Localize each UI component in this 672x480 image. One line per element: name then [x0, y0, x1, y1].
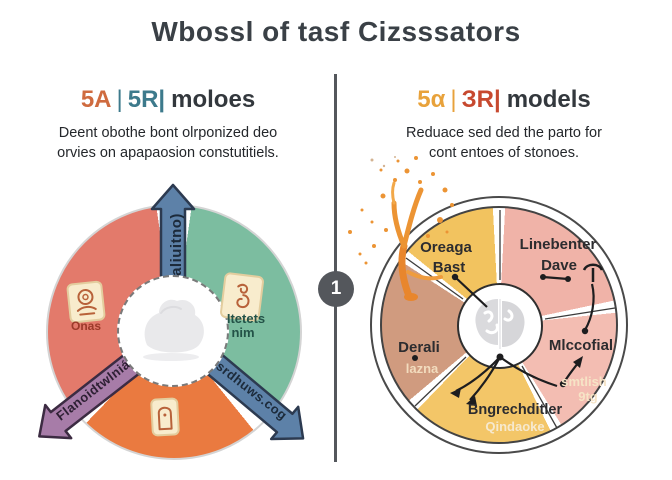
pie-label-linebenter: Linebenter — [519, 236, 597, 253]
left-subtitle-line-1: Deent obothe bont olrponized deo — [58, 125, 278, 141]
teal-section-label-line1: Itetets — [226, 311, 266, 326]
pie-label-mlccofial: Mlccofial — [548, 337, 614, 354]
center-blob-icon — [143, 299, 204, 361]
step-badge-number: 1 — [330, 278, 342, 299]
right-panel-subtitle: Reduace sed ded the parto for cont entoe… — [346, 123, 662, 163]
pie-label-derali: Derali — [398, 339, 440, 356]
right-heading-separator: | — [450, 86, 457, 113]
arch-card-icon — [150, 397, 180, 437]
step-badge: 1 — [318, 271, 354, 307]
person-card-icon — [66, 280, 106, 324]
pie-label-bast: Bast — [432, 259, 466, 276]
page-title: Wbossl of tasf Cizsssators — [151, 16, 521, 47]
pie-faint-note-line2: 9tg — [578, 389, 598, 404]
pie-label-dave: Dave — [541, 257, 577, 274]
left-subtitle-line-2: orvies on apapaosion constutitiels. — [57, 145, 279, 161]
pie-label-bngrechditler: Bngrechditler — [467, 402, 563, 418]
right-subtitle-line-1: Reduace sed ded the parto for — [406, 125, 602, 141]
right-pie-hub — [457, 283, 543, 369]
teal-section-label-line2: nim — [231, 325, 255, 340]
pie-faint-note-line1: smtlish — [561, 374, 607, 389]
left-wheel-hub — [117, 275, 229, 387]
left-panel-heading: 5A | 5R| moloes — [0, 86, 336, 114]
spiral-card-icon — [219, 271, 265, 323]
red-section-label: Onas — [70, 319, 101, 333]
right-heading-accent-2: ЗR| — [461, 86, 501, 113]
left-heading-accent-2: 5R| — [127, 86, 166, 113]
right-heading-accent-1: 5α — [417, 86, 446, 113]
left-heading-separator: | — [116, 86, 123, 113]
pie-label-oreaga: Oreaga — [420, 239, 472, 256]
vertical-divider — [334, 74, 337, 462]
pie-label-lazna: lazna — [405, 361, 439, 376]
right-panel-heading: 5α | ЗR| models — [336, 86, 672, 114]
left-heading-main: moloes — [171, 86, 256, 113]
left-panel-subtitle: Deent obothe bont olrponized deo orvies … — [10, 123, 326, 163]
right-heading-main: models — [506, 86, 591, 113]
right-subtitle-line-2: cont entoes of stonoes. — [429, 145, 579, 161]
brain-blob-icon — [475, 299, 525, 349]
pie-label-qindaoke: Qindaoke — [485, 419, 545, 434]
left-heading-accent-1: 5A — [80, 86, 112, 113]
